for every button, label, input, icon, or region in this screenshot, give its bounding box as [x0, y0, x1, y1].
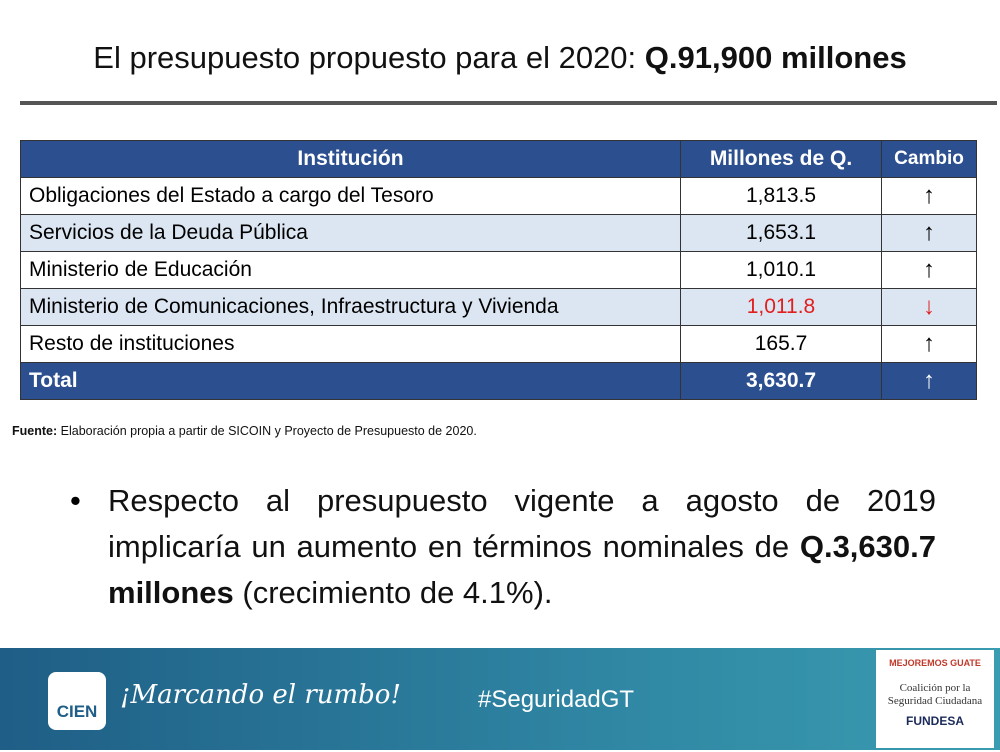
cell: ↑	[881, 214, 977, 252]
row: Servicios de la Deuda Pública 1,653.1 ↑	[20, 214, 977, 252]
row: Ministerio de Educación 1,010.1 ↑	[20, 251, 977, 289]
row: Obligaciones del Estado a cargo del Teso…	[20, 177, 977, 215]
bullet: Respecto al presupuesto vigente a agosto…	[108, 478, 936, 616]
title: El presupuesto propuesto para el 2020: Q…	[0, 40, 1000, 76]
cell: ↑	[881, 362, 977, 400]
source-label: Fuente:	[12, 424, 58, 438]
partner-logo: MEJOREMOS GUATE Coalición por la Segurid…	[876, 650, 994, 748]
budget-table: Institución Millones de Q. Cambio Obliga…	[20, 140, 977, 400]
partner-top: MEJOREMOS GUATE	[889, 658, 981, 668]
header-cell: Millones de Q.	[680, 140, 882, 178]
title-text: El presupuesto propuesto para el 2020:	[93, 40, 637, 75]
cell: Ministerio de Educación	[20, 251, 681, 289]
hashtag: #SeguridadGT	[478, 686, 635, 713]
bullet-dot: •	[70, 483, 81, 518]
logo: CIEN	[48, 672, 106, 730]
partner-mid: Coalición por la Seguridad Ciudadana	[887, 682, 983, 707]
footer	[0, 648, 1000, 750]
partner-bottom: FUNDESA	[905, 714, 964, 728]
source: Fuente: Elaboración propia a partir de S…	[12, 424, 477, 438]
row: Resto de instituciones 165.7 ↑	[20, 325, 977, 363]
header-cell: Cambio	[881, 140, 977, 178]
title-rule	[20, 101, 997, 105]
bullet-bold: Q.3,630.7 millones	[108, 529, 936, 610]
cell: 1,010.1	[680, 251, 882, 289]
cell: ↓	[881, 288, 977, 326]
row: Ministerio de Comunicaciones, Infraestru…	[20, 288, 977, 326]
cell: 1,813.5	[680, 177, 882, 215]
bullet-text: Respecto al presupuesto vigente a agosto…	[108, 483, 936, 564]
header-cell: Institución	[20, 140, 681, 178]
total-row: Total 3,630.7 ↑	[20, 362, 977, 400]
cell: ↑	[881, 177, 977, 215]
cell: Servicios de la Deuda Pública	[20, 214, 681, 252]
cell: Resto de instituciones	[20, 325, 681, 363]
bullet-tail: (crecimiento de 4.1%).	[242, 575, 553, 610]
source-text: Elaboración propia a partir de SICOIN y …	[60, 424, 477, 438]
cell: ↑	[881, 251, 977, 289]
cell: 1,653.1	[680, 214, 882, 252]
cell: Ministerio de Comunicaciones, Infraestru…	[20, 288, 681, 326]
header-row: Institución Millones de Q. Cambio	[20, 140, 977, 178]
cell: 1,011.8	[680, 288, 882, 326]
cell: Obligaciones del Estado a cargo del Teso…	[20, 177, 681, 215]
cell: ↑	[881, 325, 977, 363]
slogan: ¡Marcando el rumbo!	[120, 680, 401, 710]
title-amount: Q.91,900 millones	[644, 40, 907, 75]
cell: Total	[20, 362, 681, 400]
cell: 165.7	[680, 325, 882, 363]
cell: 3,630.7	[680, 362, 882, 400]
